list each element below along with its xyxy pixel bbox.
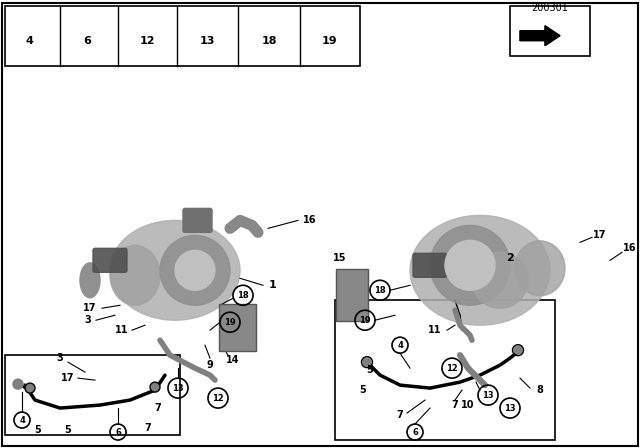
Text: 13: 13 (200, 36, 216, 46)
Text: 5: 5 (65, 425, 72, 435)
Text: 19: 19 (359, 316, 371, 325)
Ellipse shape (80, 263, 100, 298)
Text: 5: 5 (360, 385, 366, 395)
Polygon shape (520, 26, 560, 46)
Text: 1: 1 (269, 280, 277, 290)
Ellipse shape (110, 220, 240, 320)
Text: 12: 12 (446, 364, 458, 373)
FancyBboxPatch shape (5, 6, 360, 66)
Text: 12: 12 (212, 394, 224, 403)
Text: 4: 4 (25, 36, 33, 46)
Text: 19: 19 (322, 36, 338, 46)
Text: 13: 13 (504, 404, 516, 413)
Text: 6: 6 (412, 427, 418, 436)
Text: 5: 5 (35, 425, 42, 435)
Text: 6: 6 (115, 427, 121, 436)
Circle shape (160, 235, 230, 305)
Text: 17: 17 (593, 230, 607, 241)
Circle shape (514, 346, 522, 354)
Text: 4: 4 (397, 340, 403, 350)
Circle shape (430, 225, 510, 305)
Text: 11: 11 (115, 325, 129, 335)
Circle shape (363, 358, 371, 366)
FancyBboxPatch shape (183, 208, 212, 233)
Text: 14: 14 (227, 355, 240, 365)
Circle shape (472, 252, 528, 308)
Text: 8: 8 (536, 385, 543, 395)
Text: 2: 2 (506, 253, 514, 263)
Text: 7: 7 (397, 410, 403, 420)
Circle shape (445, 241, 495, 290)
Text: 9: 9 (207, 360, 213, 370)
Text: 17: 17 (61, 373, 75, 383)
Text: 16: 16 (623, 243, 637, 253)
FancyBboxPatch shape (510, 6, 590, 56)
Text: 3: 3 (84, 315, 92, 325)
Text: 5: 5 (367, 365, 373, 375)
FancyBboxPatch shape (5, 355, 180, 435)
Text: 7: 7 (452, 400, 458, 410)
Text: 4: 4 (19, 416, 25, 425)
FancyBboxPatch shape (93, 248, 127, 272)
Text: 18: 18 (374, 286, 386, 295)
FancyBboxPatch shape (335, 300, 555, 440)
Circle shape (26, 384, 34, 392)
FancyBboxPatch shape (413, 253, 447, 277)
Text: 16: 16 (303, 215, 317, 225)
Circle shape (175, 250, 215, 290)
Text: 18: 18 (262, 36, 278, 46)
Circle shape (151, 383, 159, 391)
Text: 13: 13 (172, 383, 184, 392)
Text: 200301: 200301 (532, 3, 568, 13)
Text: 11: 11 (428, 325, 442, 335)
Text: 13: 13 (482, 391, 494, 400)
Text: 17: 17 (83, 303, 97, 313)
Circle shape (13, 379, 23, 389)
Text: 7: 7 (145, 423, 152, 433)
Ellipse shape (515, 241, 565, 296)
Ellipse shape (410, 215, 550, 325)
Text: 19: 19 (224, 318, 236, 327)
FancyBboxPatch shape (336, 269, 368, 321)
Text: 10: 10 (461, 400, 475, 410)
Text: 12: 12 (140, 36, 156, 46)
Text: 6: 6 (83, 36, 91, 46)
Text: 3: 3 (56, 353, 63, 363)
Text: 15: 15 (333, 253, 347, 263)
Text: 18: 18 (237, 291, 249, 300)
Text: 7: 7 (155, 403, 161, 413)
Ellipse shape (110, 246, 160, 305)
FancyBboxPatch shape (219, 304, 256, 351)
